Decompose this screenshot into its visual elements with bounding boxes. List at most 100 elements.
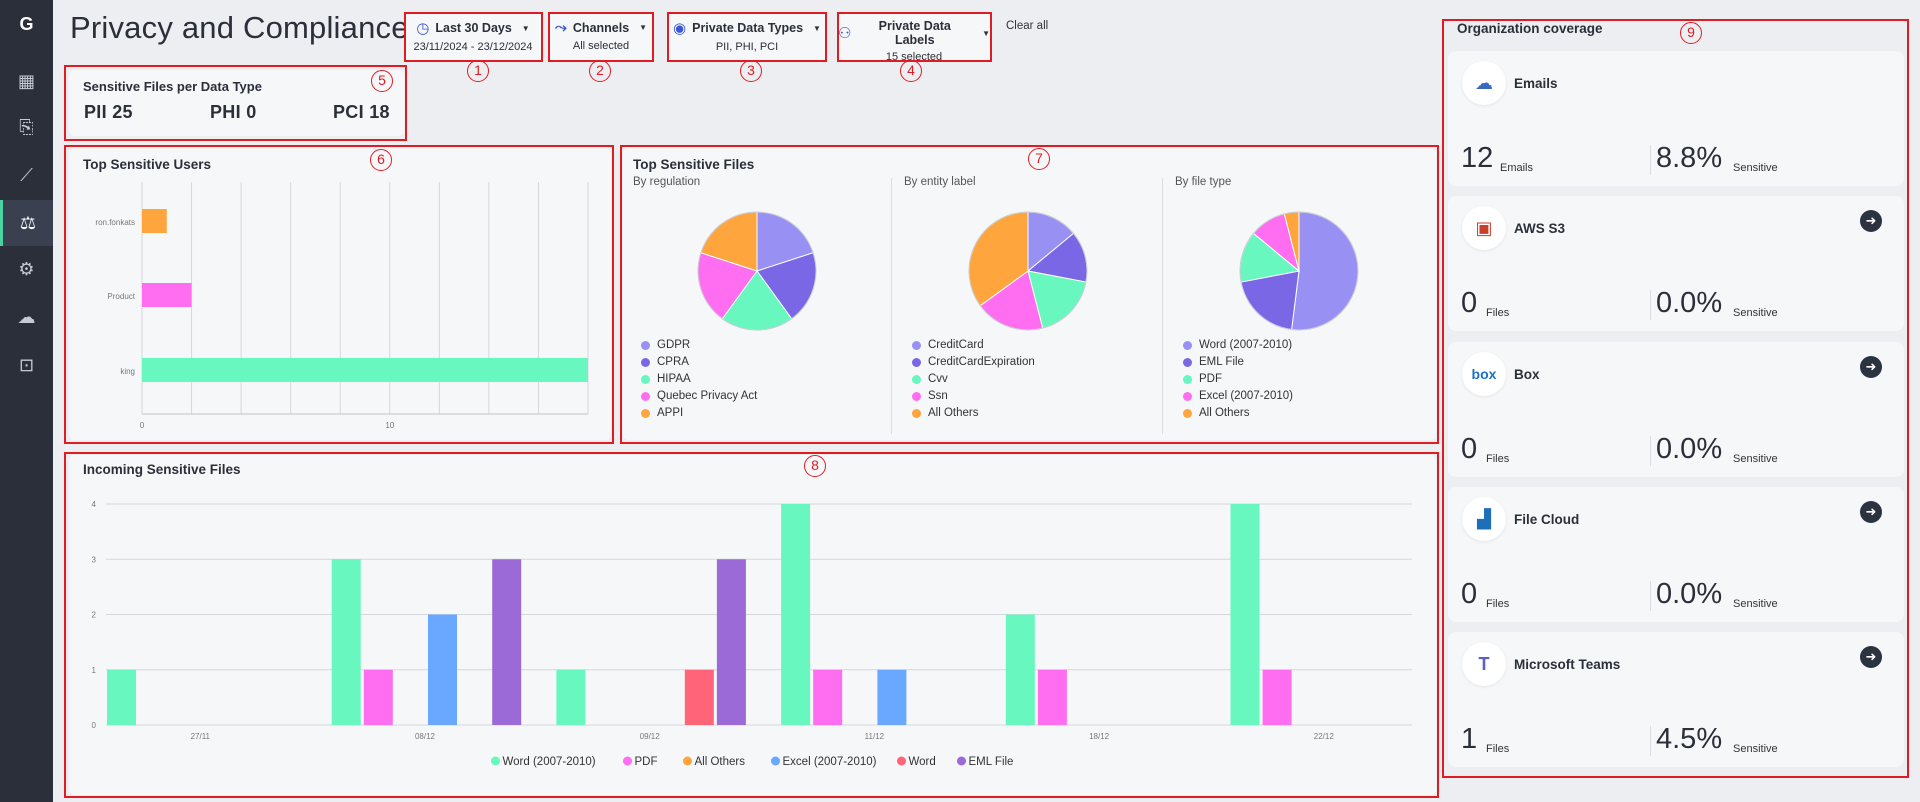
legend-item[interactable]: Quebec Privacy Act bbox=[641, 390, 757, 402]
arrow-right-icon[interactable]: ➜ bbox=[1860, 646, 1882, 668]
legend-item[interactable]: CreditCard bbox=[912, 339, 984, 351]
coverage-name: Emails bbox=[1514, 76, 1558, 91]
legend-label: All Others bbox=[928, 407, 979, 419]
cloud-upload-icon: ☁ bbox=[1462, 61, 1506, 105]
user-bar bbox=[142, 209, 167, 233]
arrow-right-icon[interactable]: ➜ bbox=[1860, 210, 1882, 232]
incoming-bar bbox=[331, 559, 361, 725]
incoming-bar bbox=[813, 669, 843, 725]
legend-item[interactable]: APPI bbox=[641, 407, 683, 419]
line-chart-icon[interactable]: ⟋ bbox=[20, 164, 33, 185]
user-label-icon: ⚇ bbox=[838, 25, 852, 42]
legend-item[interactable]: PDF bbox=[1183, 373, 1222, 385]
legend-dot bbox=[912, 408, 921, 418]
card-title: Sensitive Files per Data Type bbox=[83, 79, 262, 94]
legend-item[interactable]: Ssn bbox=[912, 390, 948, 402]
legend-item[interactable]: Cvv bbox=[912, 373, 948, 385]
divider bbox=[1162, 178, 1163, 434]
channels-filter[interactable]: ⤳ Channels ▼ All selected bbox=[549, 13, 653, 61]
private-data-types-filter[interactable]: ◉ Private Data Types ▼ PII, PHI, PCI bbox=[668, 13, 826, 61]
coverage-percent-unit: Sensitive bbox=[1733, 307, 1778, 319]
legend-label: PDF bbox=[1199, 373, 1222, 385]
coverage-percent-unit: Sensitive bbox=[1733, 598, 1778, 610]
coverage-count: 0 bbox=[1461, 287, 1478, 319]
legend-item[interactable]: HIPAA bbox=[641, 373, 691, 385]
arrow-right-icon[interactable]: ➜ bbox=[1860, 501, 1882, 523]
cloud-icon[interactable]: ☁ bbox=[17, 306, 36, 327]
sensitive-files-card: Sensitive Files per Data Type PII 25 PHI… bbox=[69, 70, 404, 136]
legend-label: CPRA bbox=[657, 356, 689, 368]
incoming-bar bbox=[877, 669, 907, 725]
legend-item[interactable]: CreditCardExpiration bbox=[912, 356, 1035, 368]
clock-icon: ◷ bbox=[416, 20, 430, 37]
legend-item[interactable]: Word (2007-2010) bbox=[1183, 339, 1292, 351]
chevron-down-icon: ▼ bbox=[521, 23, 530, 33]
incoming-bar bbox=[1230, 504, 1260, 725]
legend-label: Excel (2007-2010) bbox=[783, 756, 877, 768]
annotation-box bbox=[667, 12, 827, 62]
legend-dot bbox=[1183, 340, 1192, 350]
annotation-number: 7 bbox=[1028, 148, 1050, 170]
coverage-card[interactable]: ▟ File Cloud ➜ 0 Files 0.0% Sensitive bbox=[1448, 487, 1904, 622]
date-range-filter[interactable]: ◷ Last 30 Days ▼ 23/11/2024 - 23/12/2024 bbox=[405, 13, 541, 61]
coverage-name: Box bbox=[1514, 367, 1540, 382]
document-shield-icon[interactable]: ⎘ bbox=[19, 116, 34, 137]
legend-item[interactable]: All Others bbox=[912, 407, 979, 419]
coverage-card[interactable]: box Box ➜ 0 Files 0.0% Sensitive bbox=[1448, 342, 1904, 477]
legend-dot bbox=[912, 340, 921, 350]
annotation-number: 9 bbox=[1680, 22, 1702, 44]
gear-icon[interactable]: ⚙ bbox=[18, 258, 35, 279]
top-sensitive-files-card: Top Sensitive Files By regulation By ent… bbox=[623, 148, 1436, 440]
y-tick-label: 3 bbox=[92, 555, 97, 564]
legend-dot bbox=[641, 340, 650, 350]
legend-item[interactable]: EML File bbox=[1183, 356, 1244, 368]
x-tick-label: 10 bbox=[385, 421, 394, 430]
card-title: Incoming Sensitive Files bbox=[83, 462, 241, 477]
private-data-labels-filter[interactable]: ⚇ Private Data Labels ▼ 15 selected bbox=[838, 13, 990, 63]
arrow-right-icon[interactable]: ➜ bbox=[1860, 356, 1882, 378]
clear-all-link[interactable]: Clear all bbox=[1006, 20, 1049, 32]
legend-label: All Others bbox=[695, 756, 746, 768]
user-bar bbox=[142, 283, 192, 307]
coverage-percent: 8.8% bbox=[1656, 142, 1723, 174]
report-icon[interactable]: ⊡ bbox=[18, 354, 35, 375]
legend-item[interactable]: CPRA bbox=[641, 356, 689, 368]
legend-dot bbox=[771, 756, 780, 766]
channels-icon: ⤳ bbox=[554, 19, 567, 36]
coverage-count-unit: Emails bbox=[1500, 162, 1534, 174]
x-tick-label: 0 bbox=[140, 421, 145, 430]
chevron-down-icon: ▼ bbox=[813, 23, 821, 33]
filter-label: Private Data Types bbox=[692, 21, 804, 35]
legend-label: Word (2007-2010) bbox=[1199, 339, 1293, 351]
legend-dot bbox=[1183, 391, 1192, 401]
legend-dot bbox=[491, 756, 500, 766]
coverage-card[interactable]: ▣ AWS S3 ➜ 0 Files 0.0% Sensitive bbox=[1448, 196, 1904, 331]
y-tick-label: 4 bbox=[92, 500, 97, 509]
divider bbox=[1650, 581, 1651, 611]
annotation-box bbox=[64, 65, 407, 141]
pie-outline bbox=[968, 211, 1088, 331]
coverage-card[interactable]: T Microsoft Teams ➜ 1 Files 4.5% Sensitive bbox=[1448, 632, 1904, 767]
legend-item[interactable]: GDPR bbox=[641, 339, 690, 351]
legend-dot bbox=[1183, 374, 1192, 384]
privacy-chart-icon[interactable]: ⚖ bbox=[0, 200, 53, 246]
incoming-bar bbox=[1037, 669, 1067, 725]
x-tick-label: 09/12 bbox=[640, 732, 661, 741]
x-tick-label: 18/12 bbox=[1089, 732, 1110, 741]
legend-dot bbox=[957, 756, 966, 766]
annotation-box bbox=[1442, 19, 1909, 778]
legend-label: Cvv bbox=[928, 373, 948, 385]
annotation-number: 2 bbox=[589, 60, 611, 82]
coverage-name: Microsoft Teams bbox=[1514, 657, 1621, 672]
chevron-down-icon: ▼ bbox=[982, 28, 990, 38]
dashboard-icon[interactable]: ▦ bbox=[17, 70, 35, 91]
coverage-percent: 0.0% bbox=[1656, 287, 1723, 319]
pie-subtitle: By regulation bbox=[633, 176, 701, 188]
pie-subtitle: By entity label bbox=[904, 176, 976, 188]
legend-dot bbox=[683, 756, 692, 766]
legend-item[interactable]: All Others bbox=[1183, 407, 1250, 419]
app-logo[interactable]: G bbox=[19, 14, 34, 34]
legend-item[interactable]: Excel (2007-2010) bbox=[1183, 390, 1293, 402]
coverage-card[interactable]: ☁ Emails 12 Emails 8.8% Sensitive bbox=[1448, 51, 1904, 186]
annotation-number: 3 bbox=[740, 60, 762, 82]
